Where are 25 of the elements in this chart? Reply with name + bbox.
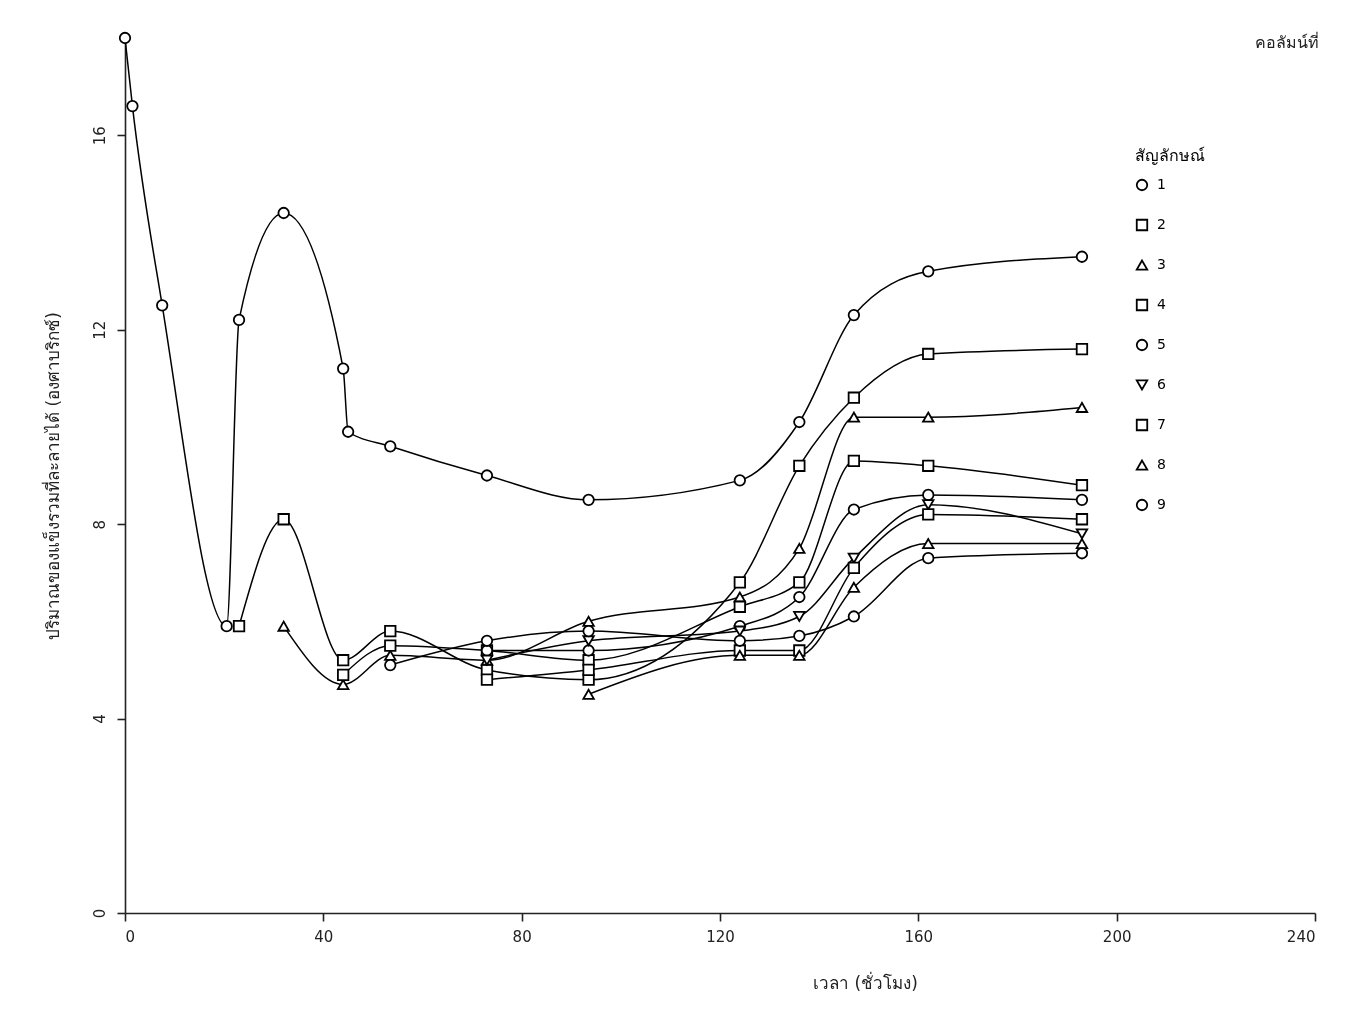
legend-label: 3	[1157, 256, 1166, 272]
y-tick-label: 0	[90, 908, 109, 919]
y-axis-title: ปริมาณของแข็งรวมที่ละลายได้ (องศาบริกซ์)	[40, 312, 63, 640]
annotation: คอลัมน์ที่	[1255, 31, 1319, 52]
x-tick-label: 200	[1102, 927, 1132, 946]
x-tick-label: 40	[314, 927, 334, 946]
legend-title: สัญลักษณ์	[1135, 146, 1205, 165]
legend-label: 6	[1157, 376, 1166, 392]
legend-label: 9	[1157, 496, 1166, 512]
legend-label: 1	[1157, 176, 1166, 192]
legend-label: 8	[1157, 456, 1166, 472]
y-tick-label: 16	[90, 126, 109, 146]
legend-label: 5	[1157, 336, 1166, 352]
x-tick-label: 160	[904, 927, 934, 946]
x-tick-label: 240	[1286, 927, 1316, 946]
legend-label: 4	[1157, 296, 1166, 312]
x-axis-title: เวลา (ชั่วโมง)	[813, 970, 918, 993]
legend-label: 2	[1157, 216, 1166, 232]
x-tick-label: 80	[512, 927, 532, 946]
x-tick-label: 120	[706, 927, 735, 946]
y-tick-label: 8	[90, 519, 109, 530]
y-tick-label: 4	[90, 714, 109, 724]
legend-label: 7	[1157, 416, 1166, 432]
x-tick-label: 0	[125, 927, 136, 946]
y-tick-label: 12	[90, 320, 109, 340]
